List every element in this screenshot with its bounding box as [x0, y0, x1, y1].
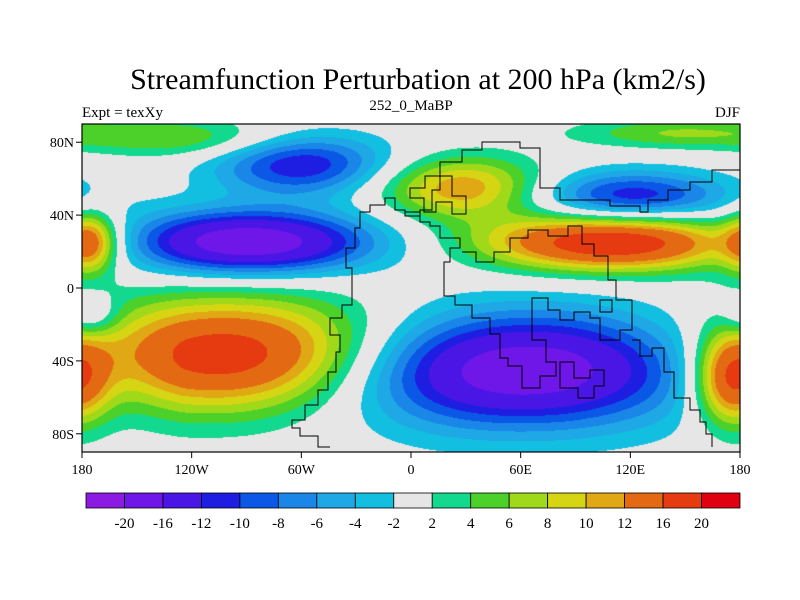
y-tick-label: 40N: [50, 209, 74, 224]
coastline-outline: [291, 141, 740, 448]
colorbar-box: [316, 492, 356, 509]
coastline-outline-6: [599, 299, 613, 313]
colorbar-label: 8: [544, 516, 552, 532]
x-tick-label: 120W: [175, 463, 210, 478]
coastline-outline-5: [559, 361, 605, 399]
colorbar-box: [508, 492, 549, 509]
colorbar-label: 6: [505, 516, 513, 532]
colorbar-label: -16: [153, 516, 173, 532]
y-tick-label: 80N: [50, 136, 74, 151]
x-axis-ticks: 180 120W 60W 0 60E 120E 180: [72, 452, 751, 478]
y-tick-label: 0: [67, 282, 74, 297]
colorbar-label: -4: [349, 516, 362, 532]
colorbar-label: -10: [230, 516, 250, 532]
colorbar-box: [85, 492, 125, 509]
coastline-outline-3: [405, 211, 633, 389]
center-string: 252_0_MaBP: [369, 98, 452, 114]
colorbar-label: -6: [311, 516, 324, 532]
colorbar-box: [547, 492, 587, 509]
colorbar-label: 12: [617, 516, 632, 532]
map-panel: 180 120W 60W 0 60E 120E 180 80N 40N 0 40S 80S: [50, 123, 751, 478]
colorbar-label: 16: [656, 516, 672, 532]
y-axis-ticks: 80N 40N 0 40S 80S: [50, 136, 82, 443]
colorbar-box: [624, 492, 664, 509]
left-string: Expt = texXy: [82, 105, 163, 121]
x-tick-label: 60E: [509, 463, 532, 478]
colorbar-label: -20: [114, 516, 134, 532]
coastline-outline-2: [409, 175, 467, 215]
colorbar-box: [662, 492, 702, 509]
colorbar-box: [162, 492, 202, 509]
streamfunction-field: [82, 124, 740, 452]
colorbar-label: 20: [694, 516, 709, 532]
colorbar-label: 4: [467, 516, 475, 532]
colorbar-label: -12: [191, 516, 211, 532]
colorbar-box: [354, 492, 395, 509]
chart-title: Streamfunction Perturbation at 200 hPa (…: [130, 63, 706, 96]
right-string: DJF: [715, 105, 740, 121]
colorbar-box: [393, 492, 433, 509]
colorbar-label: 10: [579, 516, 594, 532]
colorbar-box: [431, 492, 472, 509]
colorbar-label: -8: [272, 516, 285, 532]
colorbar-label: -2: [388, 516, 401, 532]
colorbar-label: 2: [428, 516, 436, 532]
colorbar-box: [585, 492, 625, 509]
x-tick-label: 180: [730, 463, 751, 478]
colorbar-box: [201, 492, 241, 509]
x-tick-label: 0: [408, 463, 415, 478]
x-tick-label: 120E: [616, 463, 646, 478]
coastline-outline-4: [632, 339, 713, 447]
colorbar-box: [124, 492, 164, 509]
colorbar-box: [701, 492, 741, 509]
colorbar-box: [277, 492, 318, 509]
y-tick-label: 80S: [52, 428, 74, 443]
x-tick-label: 60W: [288, 463, 316, 478]
y-tick-label: 40S: [52, 355, 74, 370]
colorbar-box: [470, 492, 510, 509]
colorbar-box: [239, 492, 279, 509]
colorbar: -20 -16 -12 -10 -8 -6 -4 -2 2 4 6 8 10 12 16 20: [85, 492, 741, 532]
x-tick-label: 180: [72, 463, 93, 478]
